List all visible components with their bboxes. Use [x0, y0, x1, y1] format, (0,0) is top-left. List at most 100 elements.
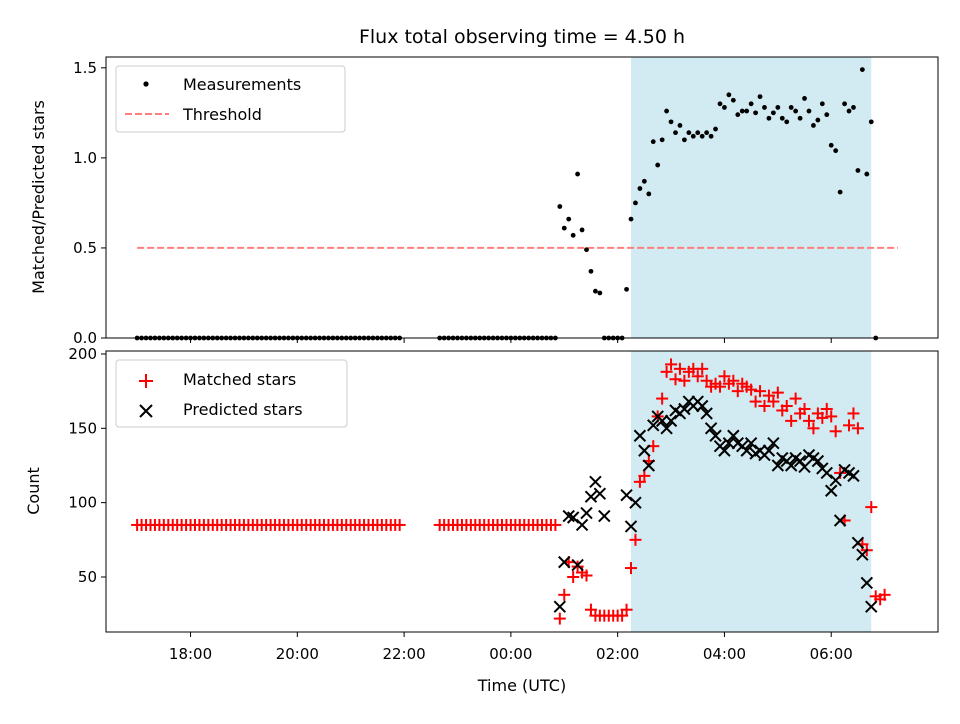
matched-star-marker: [696, 362, 709, 375]
x-tick-label: 20:00: [276, 645, 319, 663]
matched-star-marker: [847, 407, 860, 420]
bottom-x-axis: 18:00 20:00 22:00 00:00 02:00 04:00 06:00: [169, 632, 853, 663]
top-legend-marker-measurements: [143, 81, 149, 87]
matched-star-marker: [771, 386, 784, 399]
measurement-point: [664, 108, 669, 114]
predicted-star-marker: [718, 444, 731, 457]
bottom-panel: 50 100 150 200 18:00 20:00 22:00 00:00 02:00 04:…: [24, 345, 939, 695]
measurement-point: [584, 247, 589, 253]
measurement-point: [597, 290, 603, 296]
chart-title: Flux total observing time = 4.50 h: [359, 26, 685, 48]
measurement-point: [864, 171, 870, 177]
matched-star-marker: [678, 374, 691, 387]
measurement-point: [575, 171, 581, 177]
matched-star-marker: [580, 569, 593, 582]
bottom-y-tick-label: 100: [68, 494, 97, 512]
matched-star-marker: [393, 518, 406, 531]
bottom-legend-label-predicted: Predicted stars: [183, 400, 303, 419]
matched-star-marker: [620, 603, 633, 616]
matched-star-marker: [669, 373, 682, 386]
predicted-star-marker: [744, 436, 758, 450]
measurement-point: [681, 137, 687, 143]
predicted-star-marker: [620, 489, 633, 502]
measurement-point: [784, 119, 790, 125]
matched-star-marker: [656, 392, 669, 405]
predicted-star-marker: [664, 414, 678, 428]
matched-star-marker: [767, 395, 780, 408]
predicted-star-marker: [722, 436, 736, 450]
measurement-point: [659, 137, 665, 143]
measurement-point: [797, 115, 803, 121]
measurement-point: [673, 130, 678, 136]
predicted-star-marker: [580, 506, 593, 520]
measurement-point: [637, 186, 643, 191]
x-tick-label: 18:00: [169, 645, 212, 663]
measurement-point: [802, 96, 807, 101]
measurement-point: [828, 142, 834, 148]
predicted-star-marker: [856, 548, 869, 561]
predicted-star-marker: [660, 422, 673, 435]
top-shaded-region: [631, 57, 872, 338]
bottom-legend-marker-predicted: [139, 404, 153, 418]
measurement-point: [699, 133, 705, 139]
top-legend: Measurements Threshold: [115, 65, 346, 133]
measurement-point: [677, 123, 683, 128]
matched-star-marker: [754, 385, 767, 398]
measurement-point: [815, 117, 821, 123]
top-y-tick-label: 0.5: [73, 239, 97, 257]
matched-star-marker: [758, 400, 771, 413]
predicted-star-marker: [771, 459, 785, 472]
matched-star-marker: [691, 370, 704, 383]
predicted-star-marker: [851, 536, 865, 550]
matched-star-marker: [558, 588, 571, 601]
x-tick-label: 00:00: [489, 645, 532, 663]
matched-star-marker: [829, 425, 842, 438]
measurement-point: [579, 227, 585, 233]
matched-star-marker: [629, 533, 642, 546]
predicted-star-marker: [655, 414, 669, 428]
measurement-point: [855, 168, 861, 173]
predicted-star-marker: [740, 444, 753, 457]
measurement-point: [713, 126, 718, 132]
top-x-ticks: [190, 338, 832, 343]
measurement-point: [708, 133, 714, 139]
top-y-tick-label: 1.0: [73, 149, 97, 167]
matched-star-marker: [713, 380, 726, 393]
measurement-point: [633, 200, 638, 206]
measurement-point: [859, 67, 865, 73]
matched-star-marker: [638, 469, 651, 482]
measurement-point: [811, 123, 816, 128]
measurement-point: [593, 288, 598, 294]
measurement-point: [655, 162, 661, 168]
measurement-point: [744, 108, 750, 114]
matched-star-marker: [567, 570, 580, 583]
matched-star-marker: [553, 612, 566, 625]
matched-star-marker: [789, 392, 802, 405]
predicted-star-marker: [767, 436, 780, 450]
bottom-plot-frame: [105, 350, 939, 633]
matched-star-marker: [665, 358, 678, 371]
matched-star-marker: [673, 362, 686, 375]
measurement-point: [824, 112, 830, 118]
matched-star-marker: [660, 365, 673, 378]
predicted-star-marker: [633, 429, 647, 442]
predicted-star-marker: [598, 509, 611, 523]
measurement-point: [748, 101, 754, 107]
measurement-point: [650, 139, 656, 145]
measurement-point: [851, 105, 856, 110]
matched-stars-layer: [131, 358, 891, 625]
measurement-point: [753, 110, 758, 116]
bottom-y-axis-label: Count: [24, 467, 43, 515]
measurement-point: [695, 130, 701, 136]
top-y-tick-label: 1.5: [73, 59, 97, 77]
bottom-y-axis: 50 100 150 200: [68, 345, 106, 586]
bottom-legend-marker-matched: [139, 374, 153, 388]
matched-star-marker: [843, 419, 856, 432]
predicted-star-marker: [695, 399, 709, 413]
predicted-star-marker: [825, 484, 838, 497]
predicted-star-marker: [584, 490, 598, 503]
measurement-point: [686, 130, 692, 136]
top-y-tick-label: 0.0: [73, 329, 97, 347]
measurement-point: [833, 148, 839, 154]
top-panel: 0.0 0.5 1.0 1.5 Matched/Predicted stars Mea…: [29, 56, 939, 347]
